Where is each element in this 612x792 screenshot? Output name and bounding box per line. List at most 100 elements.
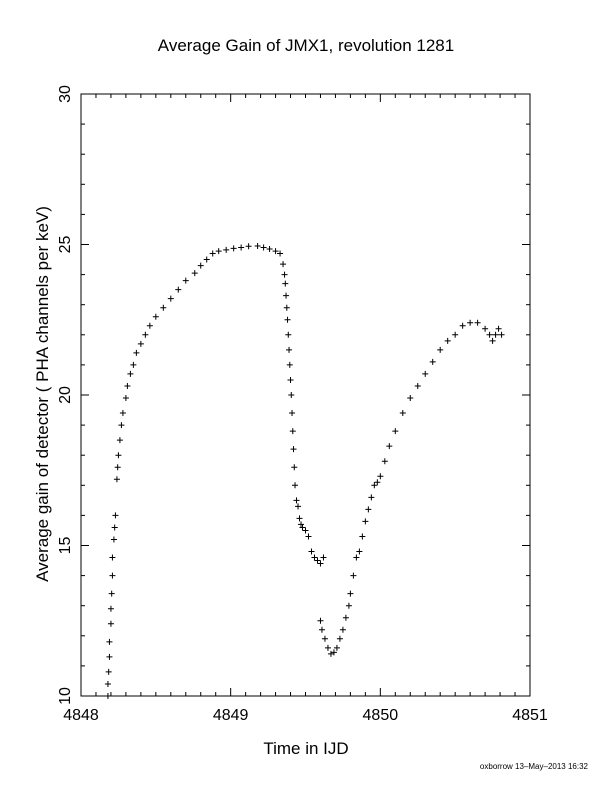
- data-point: [114, 464, 121, 471]
- data-point: [333, 644, 340, 651]
- data-point: [467, 319, 474, 326]
- data-point: [320, 554, 327, 561]
- data-point: [374, 479, 381, 486]
- data-point: [362, 518, 369, 525]
- y-tick-label: 30: [57, 85, 74, 103]
- data-point: [292, 482, 299, 489]
- axis-tick-labels: 4848 4849 4850 4851 10 15 20 25 30: [57, 85, 548, 724]
- y-tick-label: 10: [57, 687, 74, 705]
- data-point: [299, 524, 306, 531]
- data-point: [167, 295, 174, 302]
- x-tick-label: 4849: [213, 707, 249, 724]
- data-point: [124, 382, 131, 389]
- data-point: [106, 638, 113, 645]
- y-tick-label: 20: [57, 386, 74, 404]
- data-point: [353, 554, 360, 561]
- data-point: [146, 322, 153, 329]
- data-point: [482, 325, 489, 332]
- data-point: [223, 246, 230, 253]
- footer-stamp: oxborrow 13–May–2013 16:32: [480, 762, 589, 771]
- data-point: [272, 248, 279, 255]
- data-point: [308, 548, 315, 555]
- data-point: [339, 626, 346, 633]
- data-point: [287, 376, 294, 383]
- x-tick-label: 4848: [63, 707, 99, 724]
- data-point: [290, 446, 297, 453]
- axis-ticks: [80, 93, 531, 697]
- data-point: [160, 304, 167, 311]
- data-point: [399, 410, 406, 417]
- data-point: [119, 410, 126, 417]
- data-point: [182, 277, 189, 284]
- data-point: [109, 572, 116, 579]
- data-point: [105, 668, 112, 675]
- data-point: [108, 590, 115, 597]
- data-point: [137, 340, 144, 347]
- data-point: [336, 635, 343, 642]
- data-point: [330, 649, 337, 656]
- data-point: [318, 626, 325, 633]
- data-point: [489, 337, 496, 344]
- data-point: [381, 458, 388, 465]
- plot-frame: [80, 93, 531, 697]
- data-point: [429, 358, 436, 365]
- y-tick-label: 25: [57, 236, 74, 254]
- data-point: [209, 250, 216, 257]
- data-point: [314, 557, 321, 564]
- data-point: [245, 243, 252, 250]
- data-point: [197, 262, 204, 269]
- data-point: [359, 533, 366, 540]
- data-point: [286, 346, 293, 353]
- data-point: [104, 680, 111, 687]
- data-point: [203, 256, 210, 263]
- data-point: [459, 322, 466, 329]
- data-point: [293, 497, 300, 504]
- data-point: [350, 572, 357, 579]
- data-point: [112, 512, 119, 519]
- data-point: [289, 428, 296, 435]
- data-point: [492, 331, 499, 338]
- data-point: [107, 620, 114, 627]
- data-point: [377, 473, 384, 480]
- data-point: [407, 395, 414, 402]
- y-tick-label: 15: [57, 537, 74, 555]
- data-point: [371, 482, 378, 489]
- data-point: [281, 271, 288, 278]
- data-point: [298, 521, 305, 528]
- data-point: [277, 250, 284, 257]
- data-point: [130, 361, 137, 368]
- data-point: [215, 248, 222, 255]
- data-point: [422, 370, 429, 377]
- data-point: [498, 331, 505, 338]
- data-point: [109, 554, 116, 561]
- data-point: [191, 270, 198, 277]
- data-point: [365, 506, 372, 513]
- data-point: [302, 527, 309, 534]
- data-point: [285, 331, 292, 338]
- data-point: [317, 560, 324, 567]
- data-point: [175, 286, 182, 293]
- data-point: [110, 536, 117, 543]
- data-point: [113, 476, 120, 483]
- data-point: [288, 392, 295, 398]
- data-point: [495, 325, 502, 332]
- x-tick-label: 4850: [363, 707, 399, 724]
- x-axis-label: Time in IJD: [263, 739, 348, 758]
- data-point: [260, 244, 267, 251]
- data-point: [133, 349, 140, 356]
- data-point: [286, 361, 293, 368]
- data-point: [142, 331, 149, 338]
- data-point: [283, 292, 290, 299]
- data-point: [295, 503, 302, 510]
- data-point: [296, 515, 303, 522]
- data-point: [266, 246, 273, 253]
- data-point: [107, 605, 114, 612]
- data-point: [347, 590, 354, 597]
- data-point: [106, 653, 113, 660]
- data-point: [111, 524, 118, 531]
- data-point: [368, 494, 375, 501]
- data-point: [327, 650, 334, 657]
- y-axis-label: Average gain of detector ( PHA channels …: [33, 206, 52, 582]
- data-point: [392, 428, 399, 435]
